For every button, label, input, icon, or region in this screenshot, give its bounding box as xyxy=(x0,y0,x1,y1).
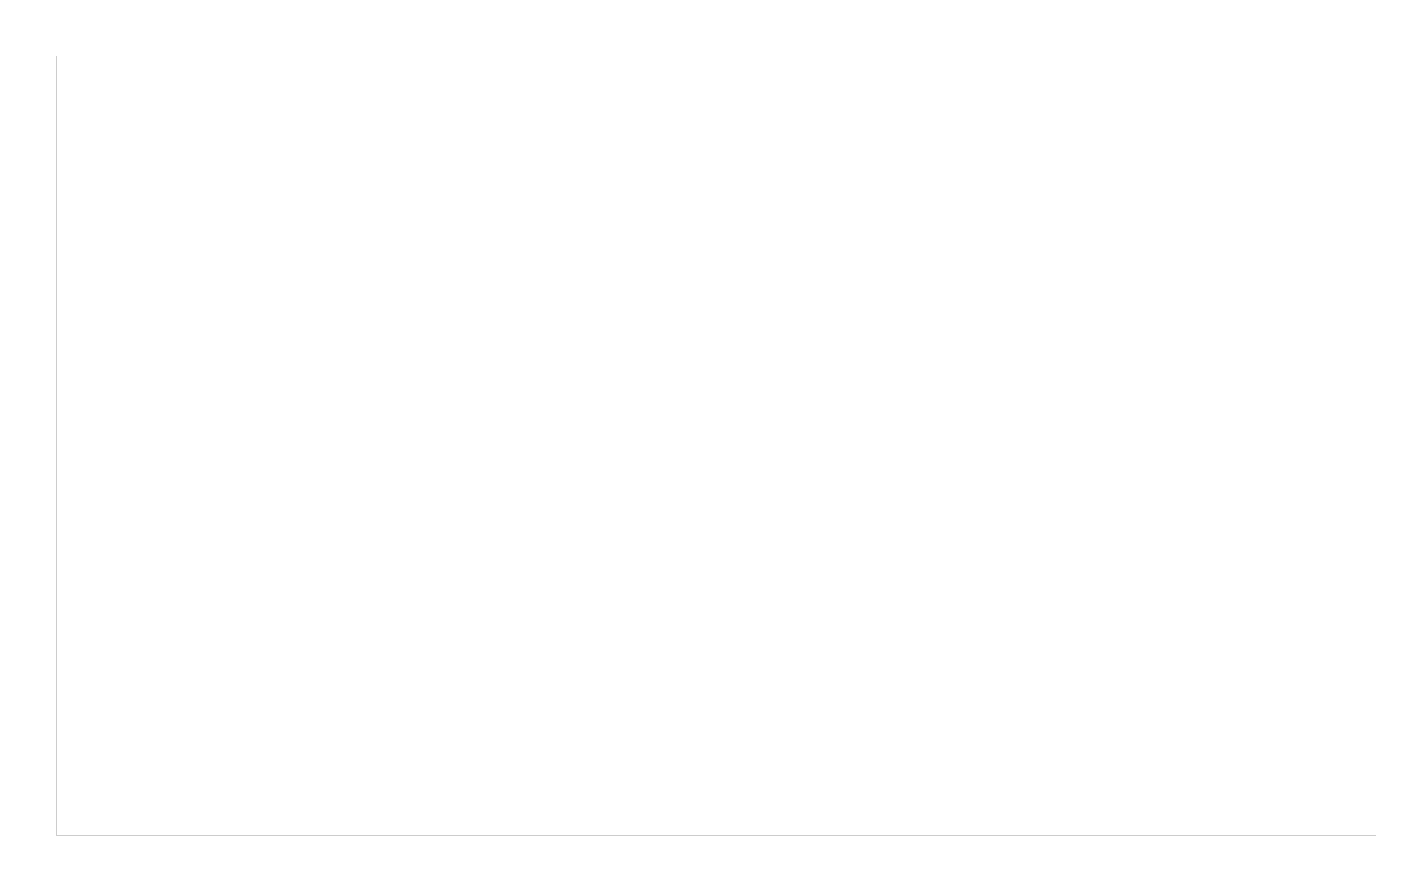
x-axis-line xyxy=(56,835,1376,836)
chart-area xyxy=(56,56,1376,836)
y-axis-line xyxy=(56,56,57,836)
plot-region xyxy=(56,56,1376,836)
chart-header xyxy=(0,0,1406,22)
